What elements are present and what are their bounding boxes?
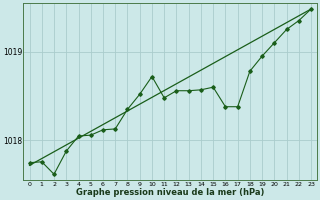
- X-axis label: Graphe pression niveau de la mer (hPa): Graphe pression niveau de la mer (hPa): [76, 188, 265, 197]
